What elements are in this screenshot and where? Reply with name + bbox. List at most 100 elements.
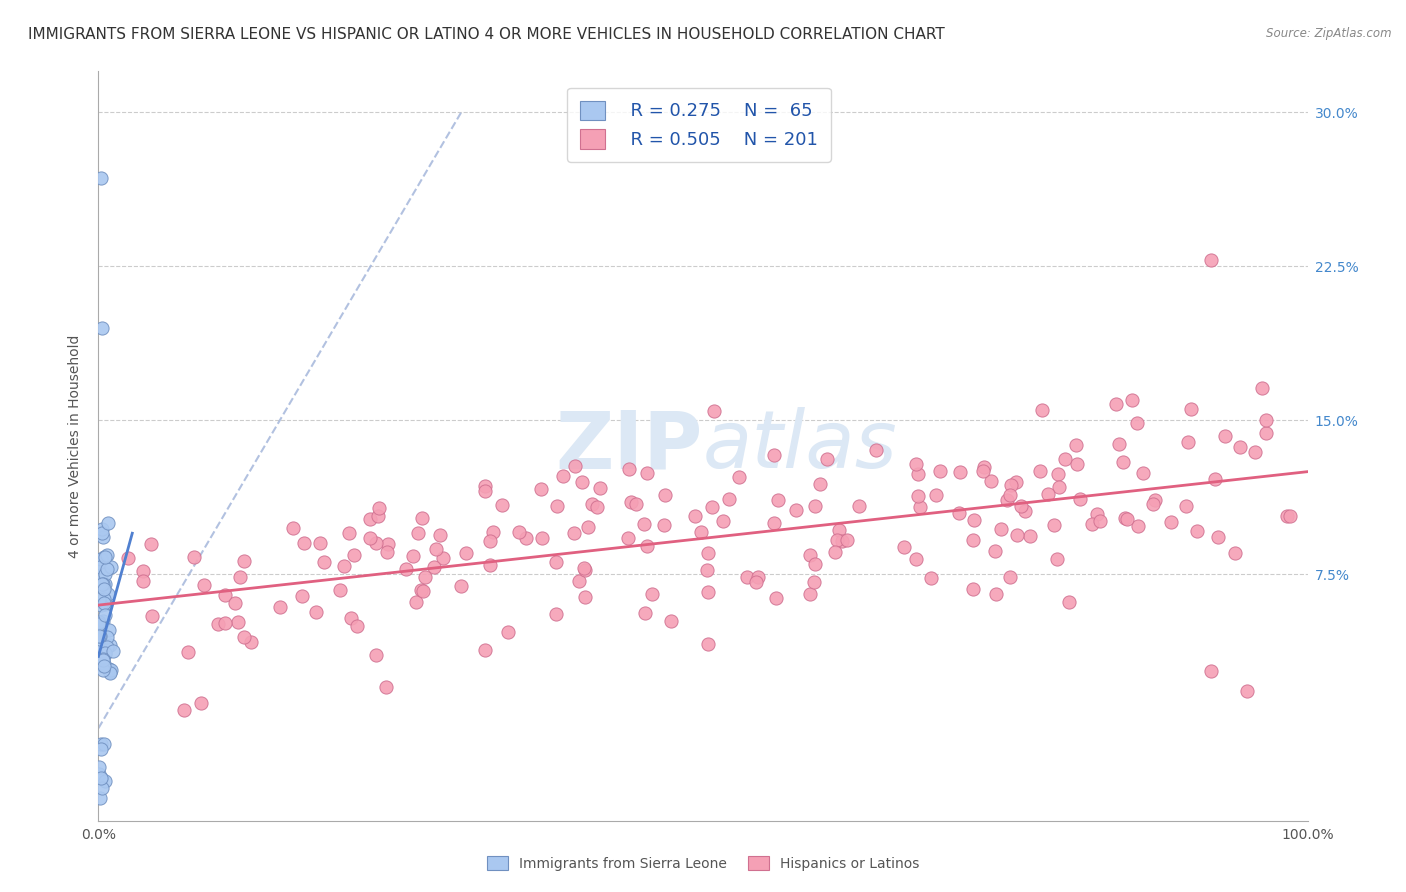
Legend:   R = 0.275    N =  65,   R = 0.505    N = 201: R = 0.275 N = 65, R = 0.505 N = 201 <box>567 88 831 162</box>
Point <box>425 541 447 556</box>
Point <box>998 488 1021 502</box>
Point <box>689 524 711 539</box>
Point <box>377 537 399 551</box>
Point <box>232 630 254 644</box>
Point <box>574 563 596 577</box>
Point <box>634 606 657 620</box>
Point <box>214 588 236 602</box>
Point <box>94 597 117 611</box>
Point <box>94 773 117 788</box>
Point <box>90 568 112 582</box>
Point <box>984 543 1007 558</box>
Point <box>90 781 112 796</box>
Point <box>1049 480 1071 494</box>
Point <box>96 640 118 655</box>
Point <box>190 696 212 710</box>
Point <box>411 511 433 525</box>
Point <box>207 617 229 632</box>
Point <box>1199 664 1222 678</box>
Point <box>924 488 946 502</box>
Point <box>728 470 751 484</box>
Point <box>233 554 256 568</box>
Point <box>697 585 720 599</box>
Point <box>893 540 915 554</box>
Point <box>93 653 115 667</box>
Point <box>117 550 139 565</box>
Point <box>89 791 111 805</box>
Point <box>141 609 163 624</box>
Point <box>90 737 112 751</box>
Point <box>97 587 120 601</box>
Point <box>711 514 734 528</box>
Point <box>562 525 585 540</box>
Point <box>803 499 825 513</box>
Point <box>479 558 502 573</box>
Y-axis label: 4 or more Vehicles in Household: 4 or more Vehicles in Household <box>69 334 83 558</box>
Point <box>624 498 647 512</box>
Point <box>1180 402 1202 417</box>
Point <box>478 533 501 548</box>
Point <box>228 569 250 583</box>
Text: ZIP: ZIP <box>555 407 703 485</box>
Point <box>94 646 117 660</box>
Point <box>633 516 655 531</box>
Point <box>343 549 366 563</box>
Point <box>94 647 117 661</box>
Point <box>98 638 121 652</box>
Point <box>1081 516 1104 531</box>
Point <box>636 466 658 480</box>
Point <box>89 629 111 643</box>
Point <box>973 459 995 474</box>
Point <box>97 516 120 530</box>
Point <box>904 458 927 472</box>
Point <box>654 488 676 502</box>
Point <box>929 464 952 478</box>
Point <box>1000 478 1022 492</box>
Point <box>89 629 111 643</box>
Point <box>87 760 110 774</box>
Point <box>91 582 114 597</box>
Point <box>571 475 593 489</box>
Point <box>1036 487 1059 501</box>
Point <box>1177 435 1199 450</box>
Point <box>766 492 789 507</box>
Point <box>89 767 111 781</box>
Point <box>239 634 262 648</box>
Point <box>962 582 984 597</box>
Point <box>747 569 769 583</box>
Point <box>824 544 846 558</box>
Point <box>90 771 112 785</box>
Point <box>920 571 942 585</box>
Point <box>574 561 596 575</box>
Point <box>1004 475 1026 490</box>
Point <box>799 549 821 563</box>
Point <box>93 582 115 597</box>
Point <box>980 474 1002 488</box>
Point <box>90 522 112 536</box>
Point <box>309 536 332 550</box>
Point <box>1085 507 1108 521</box>
Point <box>828 524 851 538</box>
Point <box>496 624 519 639</box>
Point <box>1031 403 1053 417</box>
Point <box>865 442 887 457</box>
Text: IMMIGRANTS FROM SIERRA LEONE VS HISPANIC OR LATINO 4 OR MORE VEHICLES IN HOUSEHO: IMMIGRANTS FROM SIERRA LEONE VS HISPANIC… <box>28 27 945 42</box>
Point <box>685 509 707 524</box>
Point <box>93 592 115 607</box>
Point <box>90 599 112 613</box>
Point <box>405 595 427 609</box>
Point <box>401 549 423 563</box>
Point <box>1114 510 1136 524</box>
Point <box>972 463 994 477</box>
Point <box>1019 529 1042 543</box>
Point <box>91 530 114 544</box>
Point <box>224 596 246 610</box>
Point <box>808 477 831 491</box>
Point <box>346 619 368 633</box>
Point <box>1069 491 1091 506</box>
Point <box>1000 570 1022 584</box>
Point <box>305 605 328 619</box>
Point <box>1125 417 1147 431</box>
Point <box>531 531 554 545</box>
Point <box>1251 381 1274 395</box>
